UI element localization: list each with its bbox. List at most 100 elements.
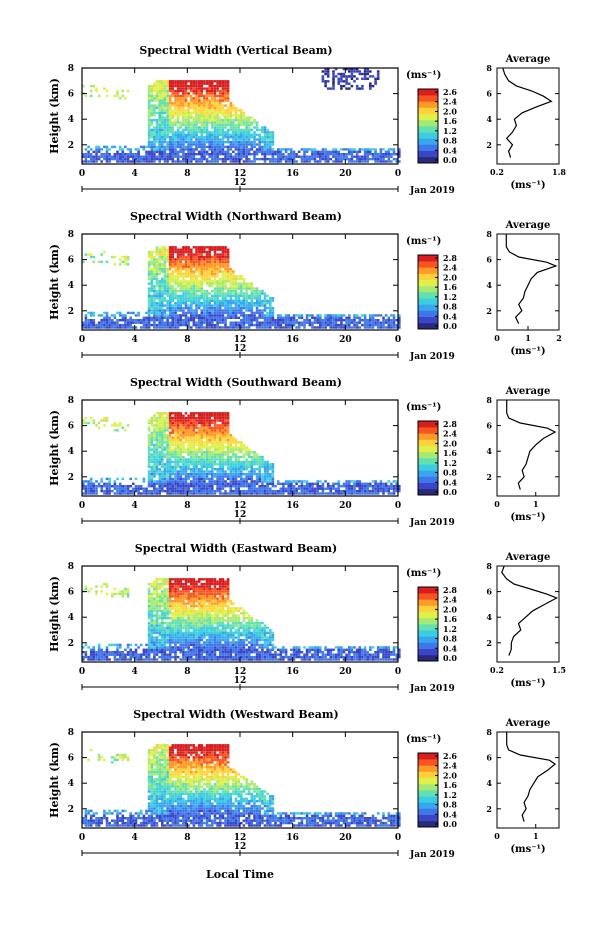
heatmap-cell (158, 316, 161, 319)
heatmap-cell (218, 446, 222, 449)
heatmap-cell (255, 289, 259, 293)
heatmap-cell (308, 319, 312, 322)
heatmap-cell (168, 246, 172, 249)
heatmap-cell (279, 150, 283, 153)
heatmap-cell (187, 306, 190, 310)
heatmap-cell (155, 302, 159, 305)
heatmap-cell (205, 446, 209, 449)
heatmap-cell (176, 424, 180, 427)
heatmap-cell (134, 319, 138, 322)
heatmap-cell (395, 160, 398, 163)
heatmap-cell (153, 160, 156, 163)
heatmap-cell (147, 458, 151, 461)
heatmap-cell (216, 253, 219, 256)
heatmap-cell (229, 111, 233, 115)
heatmap-cell (192, 314, 196, 317)
heatmap-cell (192, 270, 196, 273)
heatmap-cell (182, 109, 185, 112)
colorbar-segment (418, 298, 438, 305)
heatmap-cell (161, 255, 164, 259)
heatmap-cell (103, 316, 106, 319)
heatmap-cell (137, 157, 140, 161)
heatmap-cell (197, 441, 201, 444)
heatmap-cell (363, 77, 367, 80)
heatmap-cell (208, 416, 211, 420)
heatmap-cell (103, 311, 106, 315)
heatmap-cell (187, 255, 190, 259)
heatmap-cell (187, 448, 190, 451)
heatmap-cell (255, 153, 259, 156)
heatmap-cell (334, 160, 338, 163)
heatmap-cell (242, 160, 246, 163)
heatmap-cell (240, 472, 243, 476)
heatmap-cell (147, 145, 151, 149)
heatmap-cell (184, 97, 188, 100)
heatmap-cell (103, 153, 106, 156)
heatmap-cell (350, 157, 354, 161)
heatmap-cell (395, 323, 398, 327)
heatmap-cell (229, 153, 233, 156)
heatmap-cell (297, 480, 301, 483)
heatmap-cell (158, 143, 161, 146)
heatmap-cell (184, 246, 188, 249)
heatmap-cell (245, 492, 248, 495)
y-tick-label: 4 (68, 281, 74, 291)
heatmap-cell (237, 446, 240, 449)
heatmap-cell (232, 114, 235, 117)
heatmap-cell (263, 306, 267, 310)
heatmap-cell (95, 145, 98, 149)
heatmap-cell (179, 465, 182, 468)
heatmap-cell (216, 268, 219, 271)
heatmap-cell (203, 460, 206, 464)
heatmap-cell (168, 260, 172, 264)
heatmap-cell (182, 116, 185, 119)
heatmap-cell (221, 111, 225, 115)
heatmap-cell (187, 268, 190, 271)
heatmap-cell (226, 277, 230, 281)
heatmap-cell (184, 109, 188, 112)
heatmap-cell (216, 448, 219, 451)
heatmap-cell (150, 136, 154, 139)
heatmap-cell (269, 136, 272, 139)
heatmap-cell (190, 443, 193, 447)
heatmap-cell (174, 99, 177, 102)
heatmap-cell (132, 321, 135, 324)
heatmap-cell (208, 453, 211, 456)
heatmap-cell (200, 480, 204, 483)
heatmap-cell (182, 285, 185, 288)
heatmap-cell (250, 475, 254, 478)
heatmap-cell (174, 448, 177, 451)
heatmap-cell (158, 160, 161, 163)
heatmap-cell (208, 258, 211, 261)
heatmap-cell (182, 102, 185, 105)
heatmap-cell (211, 443, 214, 447)
heatmap-cell (116, 150, 119, 153)
heatmap-cell (355, 489, 359, 493)
heatmap-cell (234, 441, 238, 444)
avg-y-tick-label: 8 (486, 229, 492, 239)
heatmap-cell (255, 458, 259, 461)
heatmap-cell (176, 155, 180, 158)
heatmap-cell (192, 80, 196, 83)
heatmap-cell (237, 448, 240, 451)
heatmap-cell (345, 485, 348, 488)
heatmap-cell (163, 270, 167, 273)
heatmap-cell (184, 470, 188, 473)
heatmap-cell (163, 489, 167, 493)
heatmap-cell (179, 109, 182, 112)
heatmap-cell (384, 319, 388, 322)
heatmap-cell (161, 453, 164, 456)
heatmap-cell (197, 150, 201, 153)
heatmap-cell (350, 487, 354, 490)
heatmap-cell (176, 443, 180, 447)
heatmap-cell (195, 82, 198, 85)
heatmap-cell (237, 126, 240, 129)
colorbar-segment (418, 310, 438, 317)
heatmap-cell (197, 253, 201, 256)
heatmap-cell (232, 143, 235, 146)
heatmap-cell (329, 153, 333, 156)
heatmap-cell (308, 482, 312, 485)
heatmap-cell (221, 416, 225, 420)
heatmap-cell (200, 260, 204, 264)
heatmap-cell (161, 446, 164, 449)
